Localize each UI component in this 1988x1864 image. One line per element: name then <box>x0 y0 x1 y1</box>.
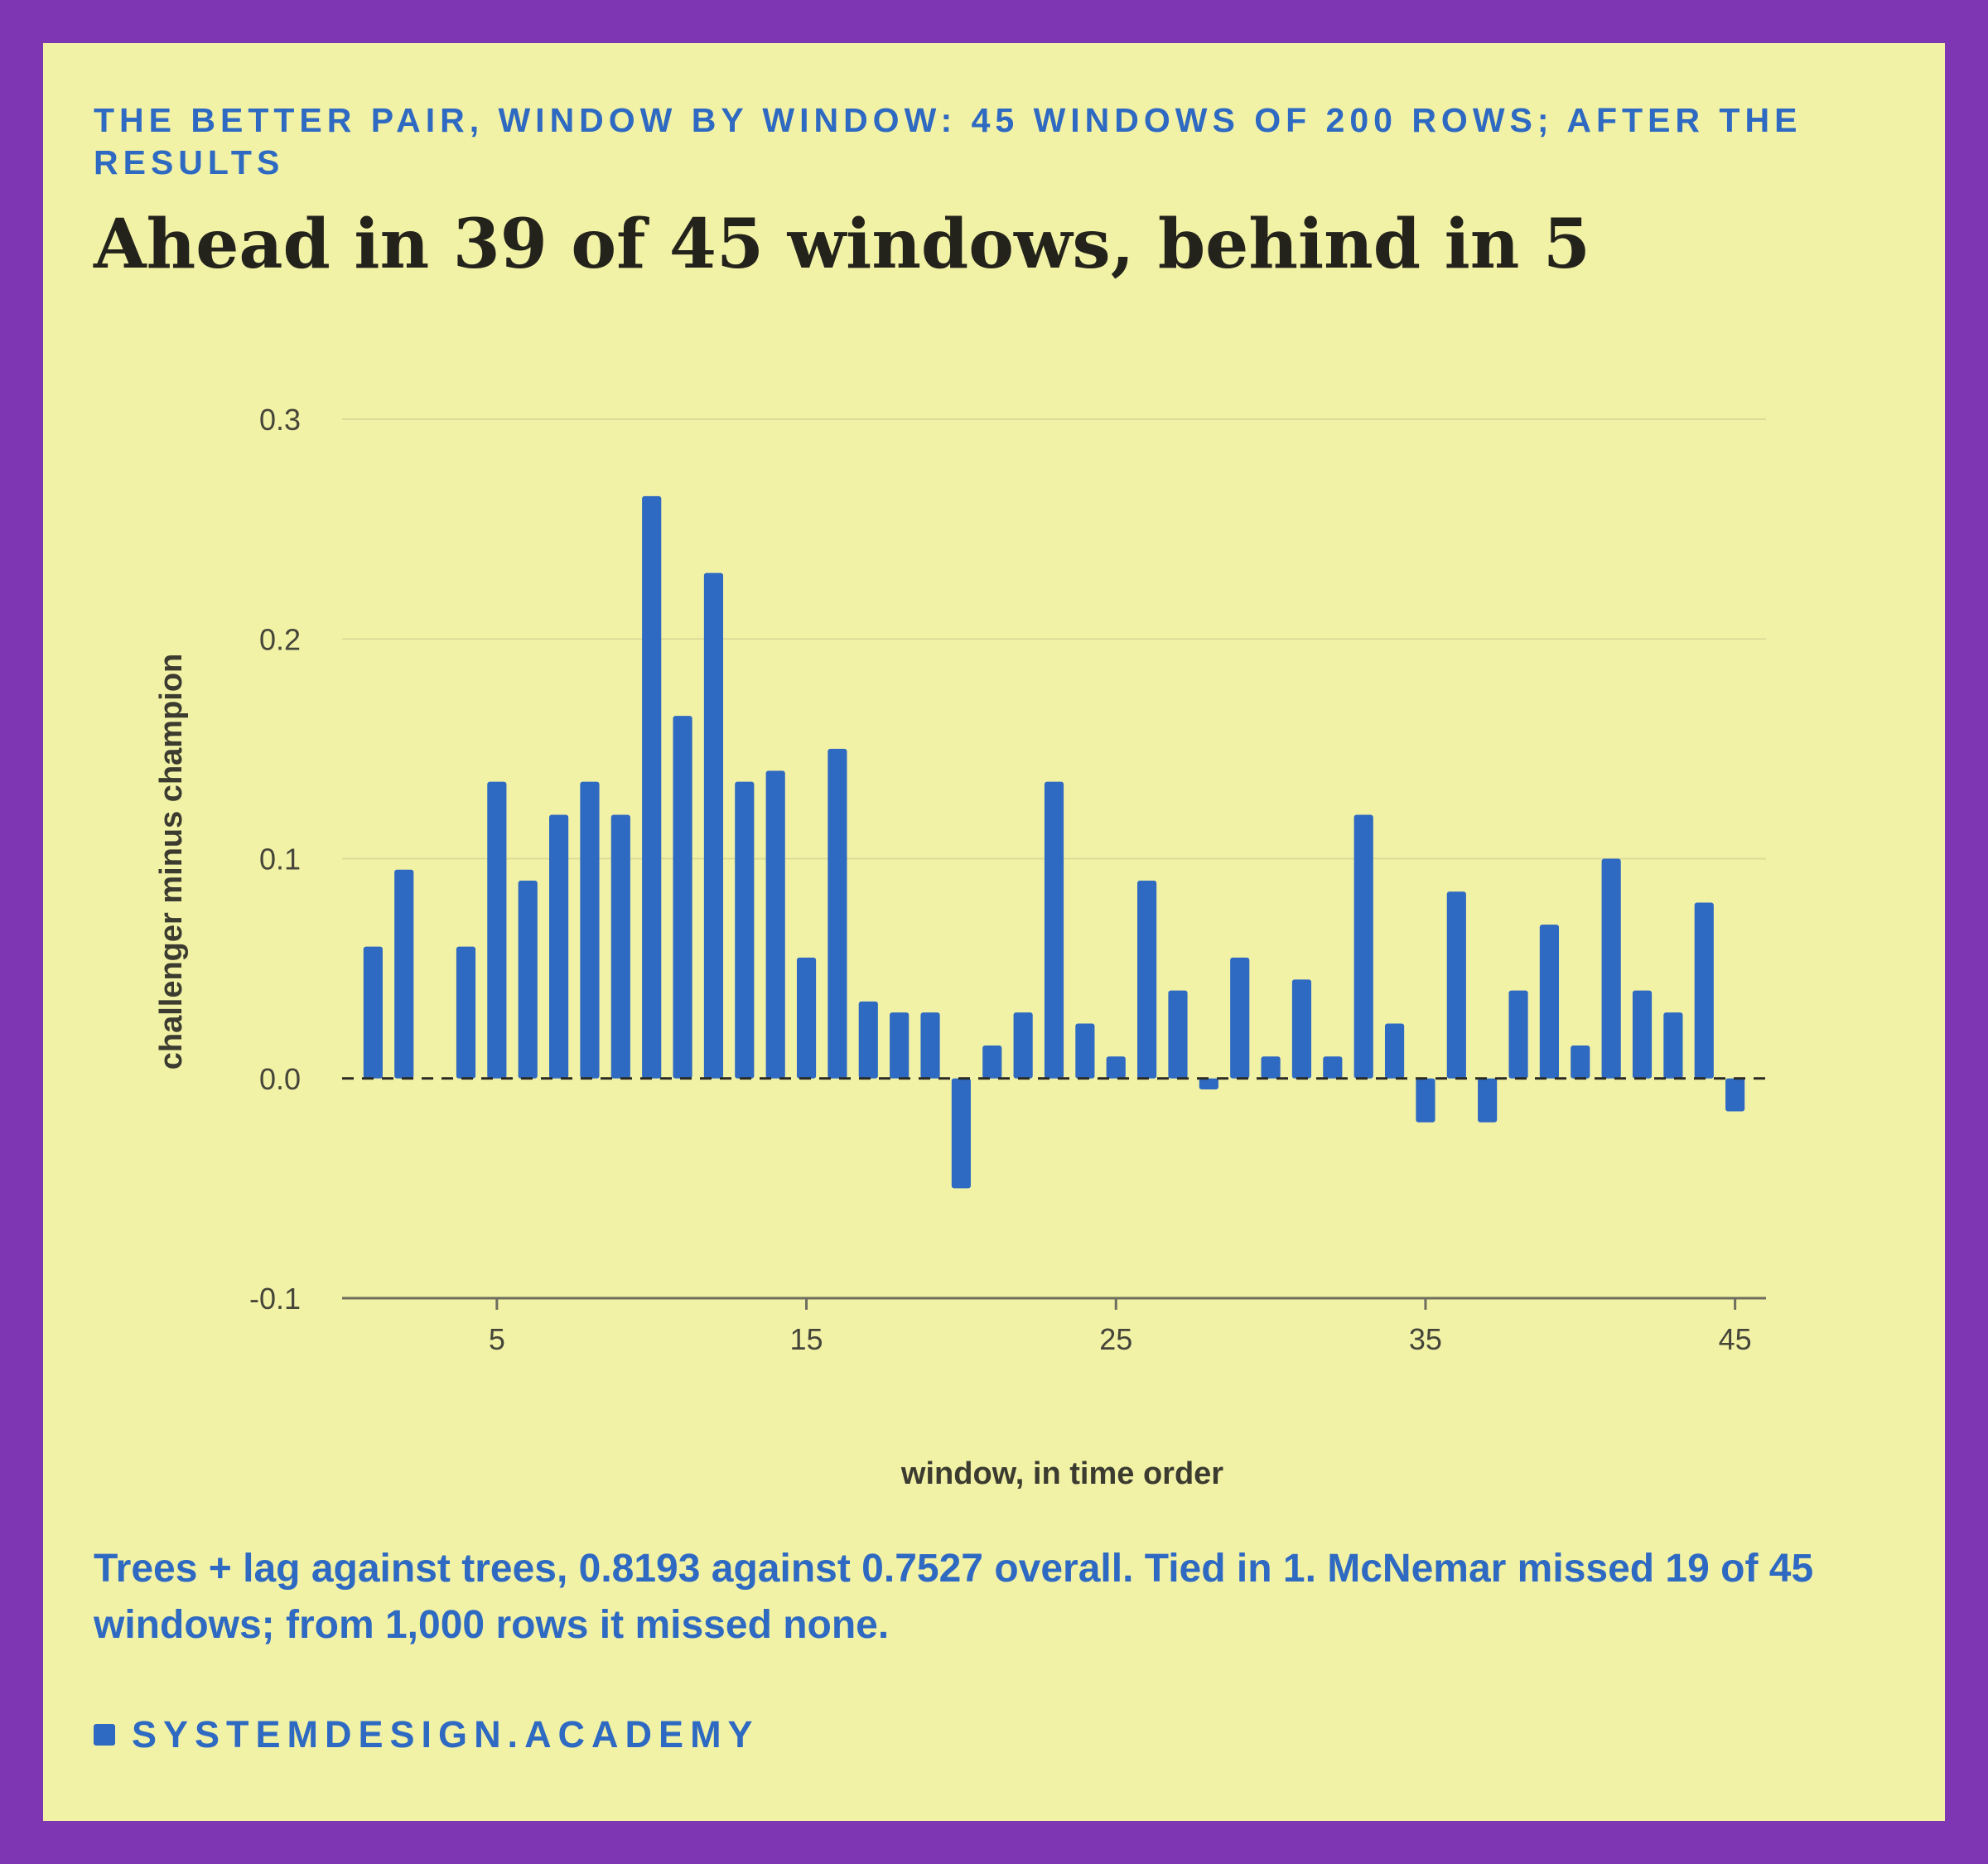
brand-name: SYSTEMDESIGN.ACADEMY <box>132 1713 760 1755</box>
bar <box>1539 925 1559 1079</box>
bar <box>1601 858 1621 1079</box>
bar <box>1106 1056 1126 1079</box>
bar <box>951 1078 971 1189</box>
bar <box>1446 891 1466 1079</box>
bar <box>703 572 724 1079</box>
bar <box>580 781 600 1079</box>
bar-chart: -0.1 0.0 0.1 0.2 0.3 5 15 25 35 45 window, in time… <box>154 403 1766 1491</box>
bar <box>1230 957 1250 1079</box>
bar <box>1199 1078 1218 1090</box>
bar <box>1044 781 1064 1079</box>
brand-square-icon <box>94 1724 115 1746</box>
chart-kicker: THE BETTER PAIR, WINDOW BY WINDOW: 45 WI… <box>94 101 1802 181</box>
y-tick-label: 0.3 <box>259 403 301 437</box>
bar <box>549 814 569 1079</box>
bar <box>642 495 662 1079</box>
bar <box>1013 1012 1033 1079</box>
bar <box>920 1012 940 1079</box>
bar <box>1168 990 1188 1079</box>
bar <box>1137 881 1157 1079</box>
bar <box>858 1001 878 1079</box>
x-tick-label: 15 <box>790 1322 823 1356</box>
chart-card <box>43 43 1945 1821</box>
y-axis-title: challenger minus champion <box>154 654 189 1070</box>
bar <box>1261 1056 1281 1079</box>
bar <box>673 716 692 1079</box>
bar <box>1725 1078 1745 1112</box>
bar <box>735 781 755 1079</box>
bar <box>765 770 785 1079</box>
y-tick-label: 0.1 <box>259 843 301 876</box>
bar <box>890 1012 910 1079</box>
x-axis-title: window, in time order <box>900 1456 1223 1491</box>
bar <box>1478 1078 1498 1123</box>
chart-caption: Trees + lag against trees, 0.8193 agains… <box>94 1547 1814 1647</box>
bar <box>1571 1045 1590 1079</box>
y-tick-label: -0.1 <box>249 1282 301 1316</box>
bar <box>1632 990 1653 1079</box>
bar <box>487 781 507 1079</box>
bar <box>1291 979 1312 1079</box>
y-tick-label: 0.0 <box>259 1062 301 1096</box>
bar <box>1353 814 1373 1079</box>
bar <box>982 1045 1002 1079</box>
bar <box>1416 1078 1436 1123</box>
chart-headline: Ahead in 39 of 45 windows, behind in 5 <box>94 205 1590 284</box>
bar <box>1323 1056 1343 1079</box>
bar <box>796 957 817 1079</box>
x-tick-label: 35 <box>1409 1322 1442 1356</box>
bar <box>394 869 414 1079</box>
bar <box>610 814 630 1079</box>
x-tick-label: 5 <box>489 1322 505 1356</box>
bar <box>828 748 847 1079</box>
bar <box>518 881 538 1079</box>
bar <box>1075 1023 1095 1079</box>
bar <box>1508 990 1528 1079</box>
x-tick-label: 25 <box>1099 1322 1132 1356</box>
bar <box>363 946 383 1079</box>
footer: SYSTEMDESIGN.ACADEMY <box>94 1713 760 1756</box>
bar <box>1384 1023 1405 1079</box>
y-tick-label: 0.2 <box>259 622 301 656</box>
bar <box>456 946 476 1079</box>
bar <box>1663 1012 1683 1079</box>
x-tick-label: 45 <box>1719 1322 1752 1356</box>
bar <box>1694 902 1714 1079</box>
